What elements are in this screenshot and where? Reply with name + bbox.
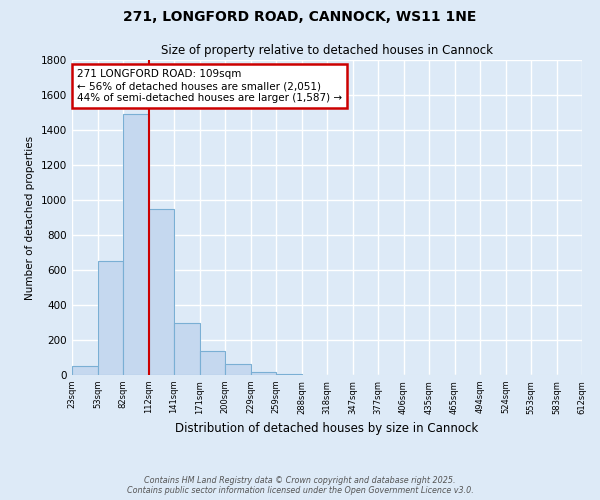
- Bar: [251, 372, 276, 375]
- Text: 271, LONGFORD ROAD, CANNOCK, WS11 1NE: 271, LONGFORD ROAD, CANNOCK, WS11 1NE: [124, 10, 476, 24]
- Bar: [199, 352, 225, 375]
- Y-axis label: Number of detached properties: Number of detached properties: [25, 136, 35, 300]
- X-axis label: Distribution of detached houses by size in Cannock: Distribution of detached houses by size …: [175, 422, 479, 435]
- Bar: [149, 209, 174, 375]
- Bar: [174, 324, 199, 375]
- Bar: [276, 374, 302, 375]
- Bar: [72, 366, 97, 375]
- Title: Size of property relative to detached houses in Cannock: Size of property relative to detached ho…: [161, 44, 493, 58]
- Text: Contains HM Land Registry data © Crown copyright and database right 2025.
Contai: Contains HM Land Registry data © Crown c…: [127, 476, 473, 495]
- Text: 271 LONGFORD ROAD: 109sqm
← 56% of detached houses are smaller (2,051)
44% of se: 271 LONGFORD ROAD: 109sqm ← 56% of detac…: [77, 70, 342, 102]
- Bar: [123, 114, 149, 375]
- Bar: [97, 261, 123, 375]
- Bar: [225, 364, 251, 375]
